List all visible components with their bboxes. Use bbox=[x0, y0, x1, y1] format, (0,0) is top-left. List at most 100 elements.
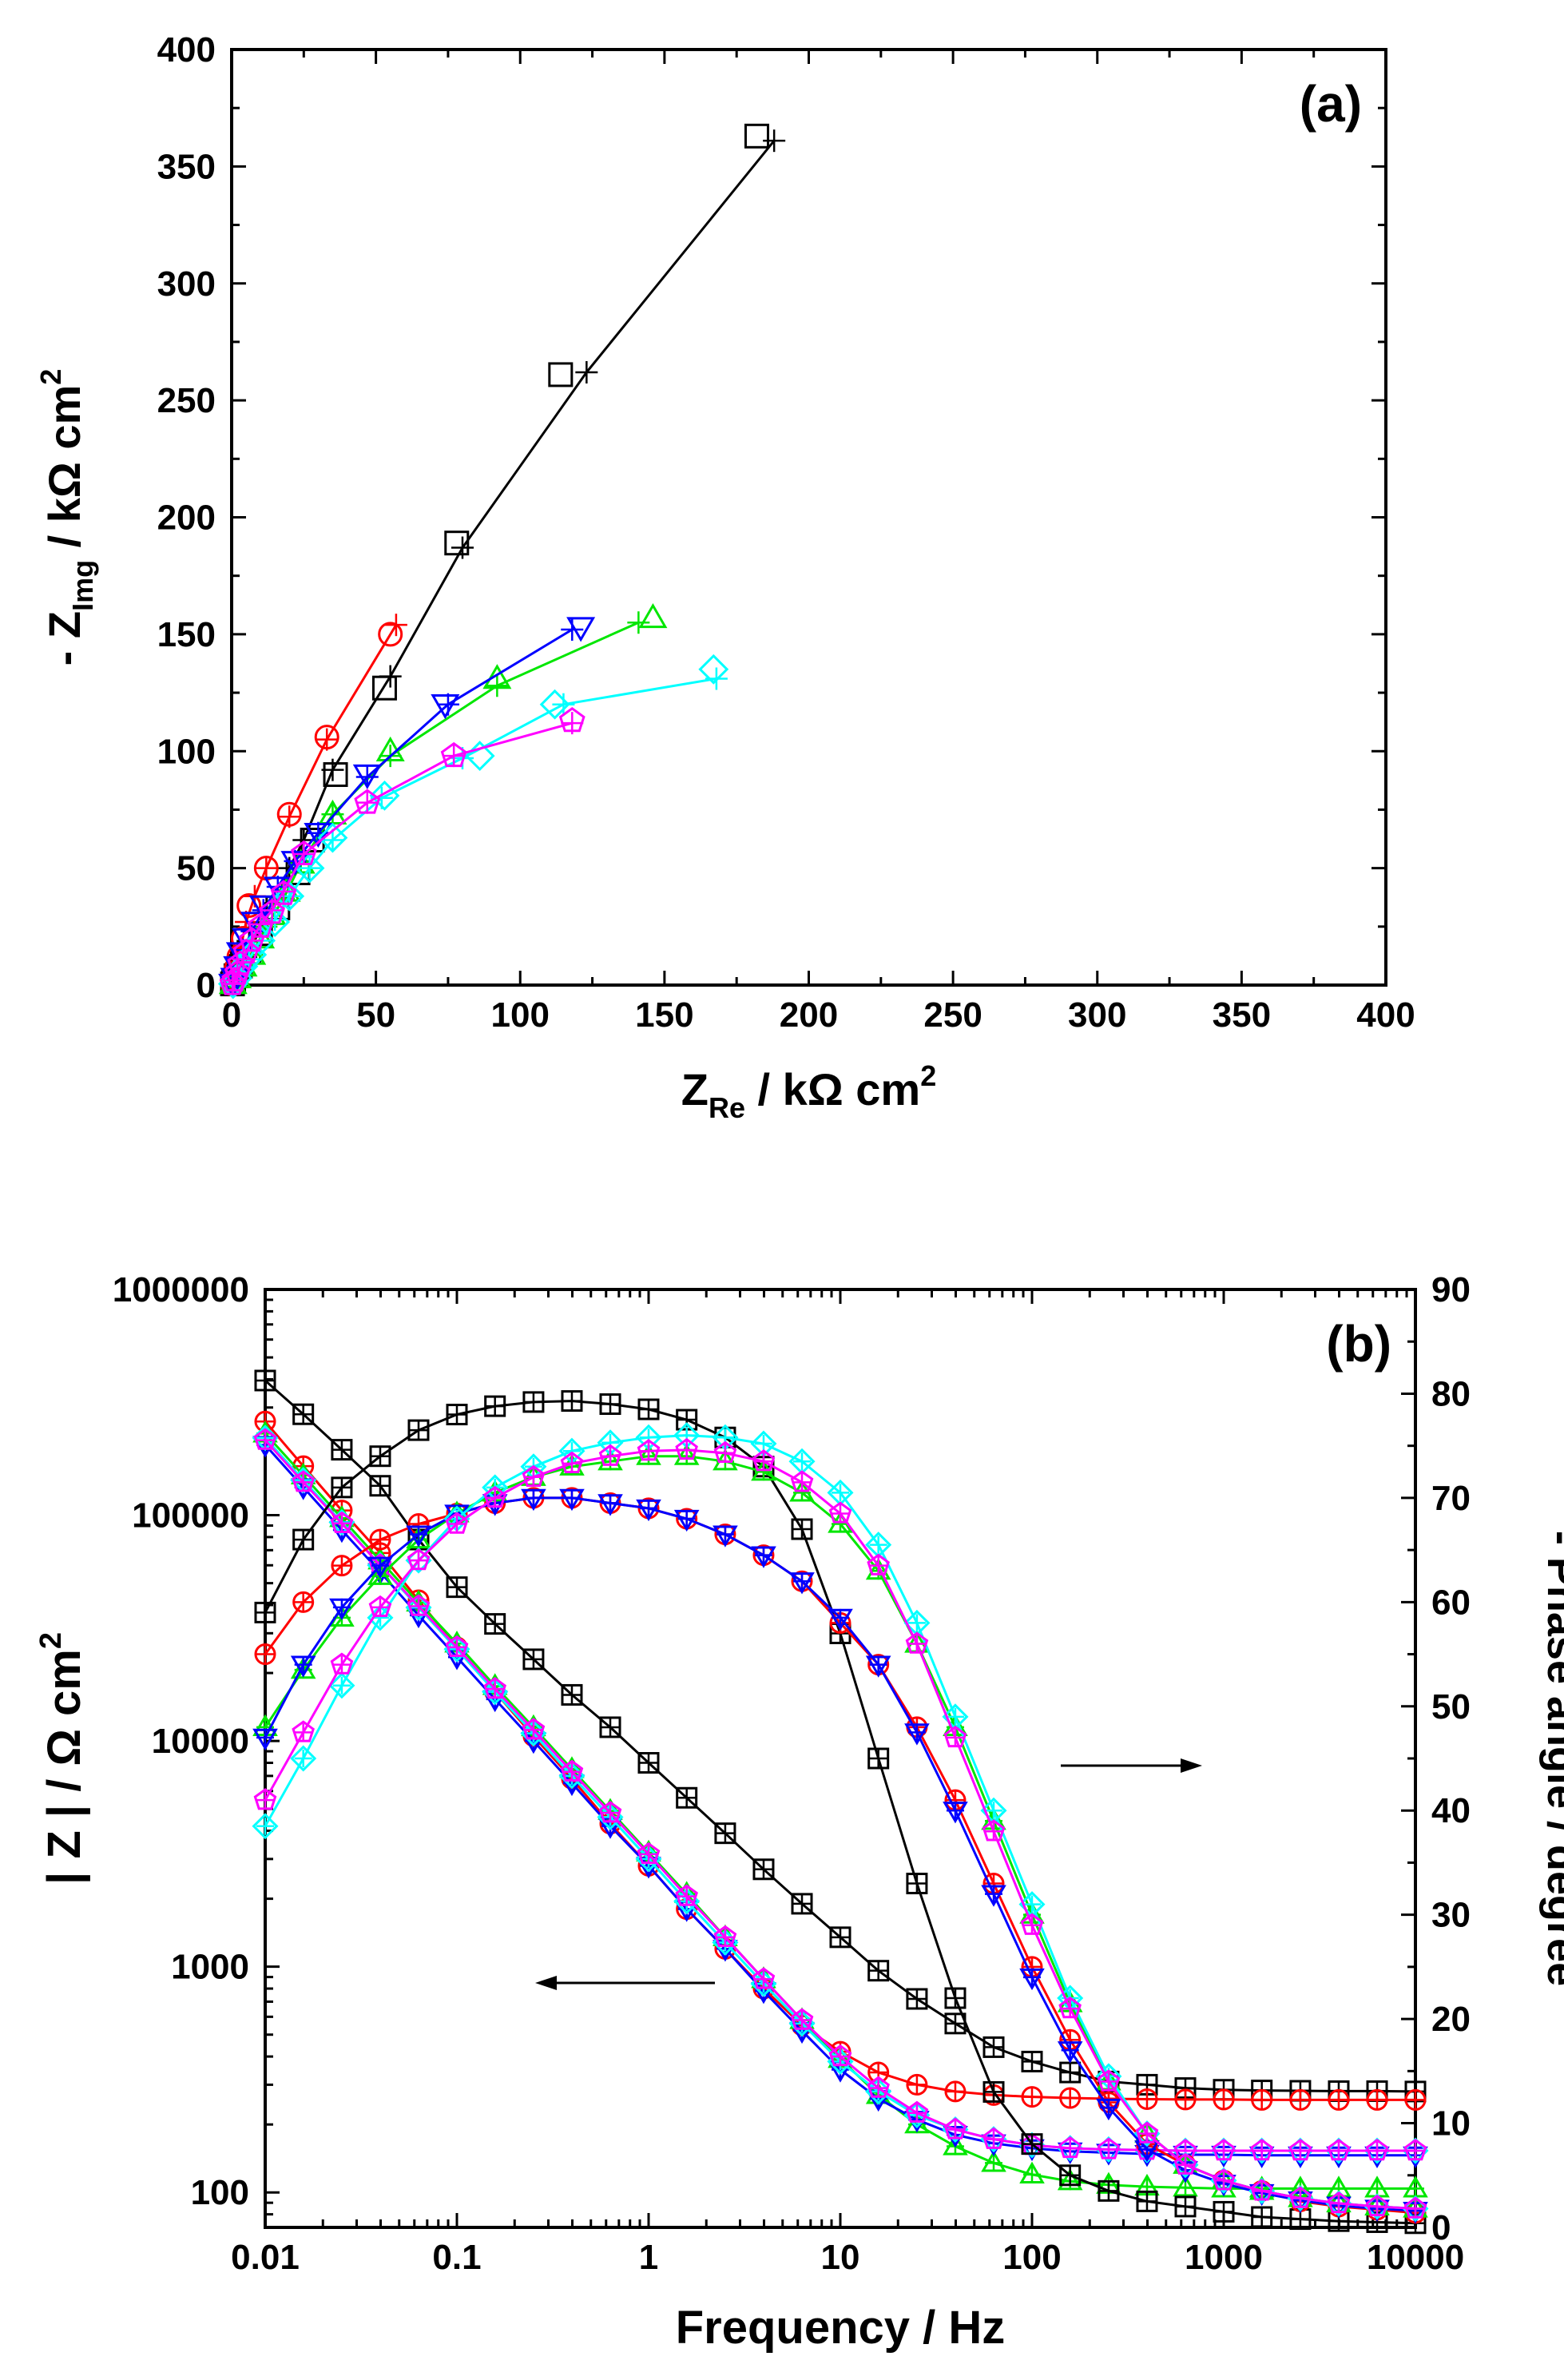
phase-point-black bbox=[561, 1390, 583, 1413]
modulus-fit-point-red bbox=[1291, 2091, 1309, 2109]
modulus-point-black bbox=[867, 1960, 890, 1982]
modulus-fit-point-red bbox=[1329, 2091, 1348, 2109]
modulus-fit-point-magenta bbox=[754, 1970, 772, 1989]
modulus-point-black bbox=[906, 1988, 928, 2010]
phase-fit-point-red bbox=[332, 1556, 351, 1575]
phase-point-blue bbox=[673, 1509, 700, 1532]
phase-point-magenta bbox=[1212, 2168, 1236, 2191]
data-point-green bbox=[482, 664, 512, 689]
phase-point-cyan bbox=[290, 1745, 317, 1772]
phase-fit-point-black bbox=[869, 1750, 887, 1767]
y-right-tick-label: 0 bbox=[1431, 2208, 1451, 2247]
x-tick-label: 0.01 bbox=[231, 2238, 300, 2277]
phase-point-blue bbox=[1019, 1968, 1045, 1991]
phase-point-magenta bbox=[982, 1819, 1006, 1842]
y-right-tick-label: 40 bbox=[1431, 1791, 1471, 1830]
plot-frame bbox=[230, 48, 1387, 987]
phase-point-magenta bbox=[905, 1631, 929, 1654]
y-tick-label: 150 bbox=[157, 615, 216, 654]
modulus-fit-point-magenta bbox=[716, 1928, 734, 1946]
modulus-point-magenta bbox=[407, 1594, 431, 1616]
phase-series-blue bbox=[252, 1488, 1428, 2224]
phase-fit-point-magenta bbox=[1099, 2072, 1117, 2091]
modulus-point-black bbox=[714, 1822, 736, 1845]
modulus-fit-point-magenta bbox=[332, 1514, 351, 1532]
phase-point-blue bbox=[904, 1723, 930, 1746]
modulus-fit-point-red bbox=[1407, 2091, 1424, 2109]
phase-fit-point-red bbox=[256, 1645, 274, 1663]
modulus-point-black bbox=[292, 1403, 315, 1425]
phase-series-magenta bbox=[253, 1437, 1427, 2219]
phase-fit-point-cyan bbox=[832, 1484, 849, 1502]
modulus-point-black bbox=[829, 1926, 851, 1949]
phase-fit-point-magenta bbox=[907, 1635, 926, 1653]
modulus-fit-point-black bbox=[294, 1405, 312, 1424]
phase-fit-point-black bbox=[1061, 2166, 1079, 2184]
modulus-fit-point-magenta bbox=[907, 2104, 926, 2122]
modulus-point-magenta bbox=[905, 2100, 929, 2123]
phase-fit-point-cyan bbox=[793, 1452, 812, 1471]
phase-point-green bbox=[713, 1448, 738, 1471]
modulus-point-red bbox=[1059, 2087, 1082, 2109]
modulus-point-magenta bbox=[445, 1635, 469, 1657]
modulus-point-magenta bbox=[1403, 2138, 1427, 2161]
phase-point-magenta bbox=[1327, 2191, 1351, 2214]
fit-point-black bbox=[575, 360, 598, 383]
phase-point-magenta bbox=[1173, 2152, 1197, 2175]
phase-fit-point-black bbox=[793, 1520, 812, 1539]
phase-fit-point-magenta bbox=[716, 1444, 734, 1462]
modulus-point-magenta bbox=[867, 2076, 890, 2098]
phase-fit-point-black bbox=[640, 1401, 657, 1419]
data-point-cyan bbox=[369, 780, 400, 811]
modulus-point-magenta bbox=[637, 1842, 661, 1865]
phase-fit-point-magenta bbox=[601, 1447, 620, 1465]
x-tick-label: 250 bbox=[923, 995, 982, 1035]
y-tick-label: 300 bbox=[157, 264, 216, 304]
fit-line-blue bbox=[231, 628, 574, 984]
modulus-point-green bbox=[1057, 2168, 1083, 2191]
phase-fit-point-magenta bbox=[985, 1822, 1003, 1841]
x-tick-label: 50 bbox=[356, 995, 395, 1035]
x-tick-label: 150 bbox=[635, 995, 693, 1035]
phase-point-black bbox=[791, 1518, 813, 1540]
phase-fit-point-black bbox=[332, 1478, 351, 1496]
y-right-tick-label: 50 bbox=[1431, 1687, 1471, 1726]
phase-fit-point-magenta bbox=[1329, 2194, 1348, 2212]
arrow-head bbox=[535, 1976, 557, 1990]
modulus-series-magenta bbox=[253, 1428, 1427, 2161]
phase-fit-point-black bbox=[601, 1395, 620, 1413]
modulus-fit-point-black bbox=[1061, 2064, 1079, 2082]
modulus-fit-point-black bbox=[256, 1371, 274, 1389]
panel-b-bode-plot: 0.01 0.1 1 10 100 1000 10000100100010000100000… bbox=[34, 1270, 1564, 2354]
modulus-fit-point-black bbox=[486, 1615, 504, 1633]
phase-point-black bbox=[1251, 2206, 1273, 2228]
phase-point-blue bbox=[1057, 2041, 1083, 2064]
modulus-point-magenta bbox=[752, 1967, 776, 1989]
x-tick-label: 200 bbox=[780, 995, 838, 1035]
modulus-fit-point-black bbox=[677, 1789, 696, 1807]
phase-point-black bbox=[637, 1398, 660, 1420]
modulus-fit-point-magenta bbox=[256, 1431, 274, 1449]
modulus-point-black bbox=[446, 1576, 468, 1599]
phase-point-red bbox=[292, 1591, 315, 1613]
modulus-point-magenta bbox=[1212, 2138, 1236, 2161]
panel-a-nyquist-plot: 0 50 100 150 200 250 300 350 400 0 50 100 150 200 250 3… bbox=[34, 30, 1415, 1124]
modulus-fit-point-magenta bbox=[869, 2079, 887, 2097]
y-right-tick-label: 20 bbox=[1431, 2000, 1471, 2039]
phase-point-magenta bbox=[1250, 2179, 1273, 2201]
phase-fit-point-magenta bbox=[256, 1791, 274, 1810]
phase-point-green bbox=[636, 1443, 661, 1465]
phase-point-blue bbox=[865, 1655, 891, 1678]
phase-fit-cyan bbox=[264, 1434, 1416, 2210]
data-point-red bbox=[236, 892, 262, 918]
modulus-fit-point-black bbox=[332, 1440, 351, 1459]
phase-point-cyan bbox=[252, 1813, 279, 1840]
panel-label-a: (a) bbox=[1300, 75, 1362, 133]
x-tick-label: 1 bbox=[639, 2238, 658, 2277]
data-point-red bbox=[314, 725, 339, 750]
phase-fit-point-cyan bbox=[869, 1536, 887, 1554]
phase-point-magenta bbox=[790, 1470, 814, 1492]
phase-point-magenta bbox=[1403, 2196, 1427, 2219]
phase-fit-point-magenta bbox=[1023, 1916, 1041, 1934]
modulus-fit-point-magenta bbox=[832, 2048, 849, 2066]
